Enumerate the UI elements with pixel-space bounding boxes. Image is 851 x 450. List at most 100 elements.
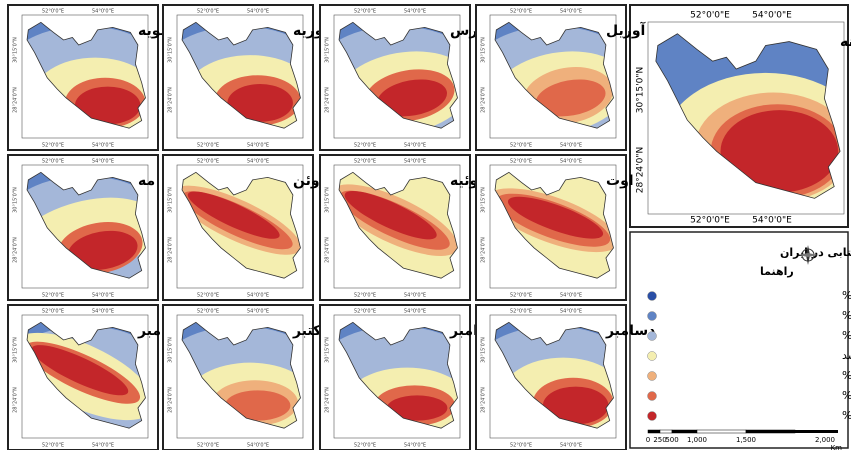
lon-label: 54°0'0"E <box>404 143 426 149</box>
legend-label: الگوی کم آفتاب در سطح ۹۹% <box>842 288 851 302</box>
legend-label: از نظر آماری معنادار نمی باشد <box>842 348 851 362</box>
lat-label: 30°15'0"N <box>13 187 19 213</box>
lon-label: 52°0'0"E <box>354 159 376 165</box>
legend-subtitle: راهنما <box>760 265 794 278</box>
lon-label: 52°0'0"E <box>354 293 376 299</box>
scale-label: 2,000 <box>815 436 835 444</box>
lon-label: 52°0'0"E <box>197 9 219 15</box>
lon-label: 52°0'0"E <box>510 9 532 15</box>
legend-swatch <box>648 312 657 321</box>
lon-label: 52°0'0"E <box>42 9 64 15</box>
lon-label: 54°0'0"E <box>752 216 792 226</box>
lon-label: 54°0'0"E <box>247 9 269 15</box>
lon-label: 54°0'0"E <box>247 159 269 165</box>
lon-label: 52°0'0"E <box>42 309 64 315</box>
legend-label: الگوی پر آفتاب در سطح ۹۹% <box>842 408 851 422</box>
lat-label: 30°15'0"N <box>168 37 174 63</box>
legend-label: الگوی کم آفتاب در سطح ۹۰% <box>842 328 851 342</box>
lon-label: 54°0'0"E <box>247 293 269 299</box>
lat-label: 28°24'0"N <box>13 237 19 263</box>
lat-label: 28°24'0"N <box>325 237 331 263</box>
lon-label: 52°0'0"E <box>510 143 532 149</box>
lon-label: 54°0'0"E <box>404 159 426 165</box>
lat-label: 30°15'0"N <box>481 37 487 63</box>
lon-label: 54°0'0"E <box>92 443 114 449</box>
lon-label: 52°0'0"E <box>42 159 64 165</box>
scale-label: 1,000 <box>687 436 707 444</box>
legend-swatch <box>648 372 657 381</box>
lon-label: 52°0'0"E <box>510 443 532 449</box>
lat-label: 30°15'0"N <box>13 37 19 63</box>
lon-label: 54°0'0"E <box>247 143 269 149</box>
lon-label: 52°0'0"E <box>42 143 64 149</box>
lon-label: 54°0'0"E <box>404 443 426 449</box>
lat-label: 28°24'0"N <box>325 387 331 413</box>
legend-swatch <box>648 412 657 421</box>
scale-label: 0 <box>646 436 650 444</box>
lon-label: 52°0'0"E <box>354 143 376 149</box>
lon-label: 54°0'0"E <box>92 309 114 315</box>
lon-label: 54°0'0"E <box>247 443 269 449</box>
lon-label: 52°0'0"E <box>197 159 219 165</box>
lon-label: 52°0'0"E <box>354 443 376 449</box>
lat-label: 28°24'0"N <box>325 87 331 113</box>
lat-label: 28°24'0"N <box>168 237 174 263</box>
lat-label: 30°15'0"N <box>636 67 646 113</box>
lon-label: 54°0'0"E <box>560 9 582 15</box>
legend-swatch <box>648 352 657 361</box>
lon-label: 52°0'0"E <box>197 293 219 299</box>
scale-label: 1,500 <box>736 436 756 444</box>
panel-title: اوت <box>606 173 634 189</box>
lat-label: 28°24'0"N <box>636 147 646 193</box>
figure: الگوهای آفتابی در ایران راهنما ژانویه52°… <box>0 0 851 450</box>
lat-label: 30°15'0"N <box>168 187 174 213</box>
lon-label: 54°0'0"E <box>92 159 114 165</box>
lon-label: 54°0'0"E <box>560 159 582 165</box>
lon-label: 52°0'0"E <box>690 216 730 226</box>
panel-title: آوریل <box>606 21 647 39</box>
lon-label: 52°0'0"E <box>510 159 532 165</box>
lon-label: 54°0'0"E <box>247 309 269 315</box>
lon-label: 54°0'0"E <box>92 143 114 149</box>
lat-label: 30°15'0"N <box>325 37 331 63</box>
lon-label: 52°0'0"E <box>197 143 219 149</box>
lon-label: 52°0'0"E <box>690 11 730 21</box>
lat-label: 28°24'0"N <box>13 387 19 413</box>
lon-label: 54°0'0"E <box>560 293 582 299</box>
lon-label: 52°0'0"E <box>510 293 532 299</box>
lon-label: 52°0'0"E <box>42 443 64 449</box>
legend-frame <box>630 232 848 448</box>
lon-label: 54°0'0"E <box>560 309 582 315</box>
lat-label: 30°15'0"N <box>325 337 331 363</box>
annual-title: میانگین سالانه <box>840 33 851 50</box>
lat-label: 30°15'0"N <box>481 337 487 363</box>
legend-swatch <box>648 392 657 401</box>
lon-label: 52°0'0"E <box>197 309 219 315</box>
legend-label: الگوی کم آفتاب در سطح ۹۵% <box>842 308 851 322</box>
lat-label: 30°15'0"N <box>481 187 487 213</box>
legend-swatch <box>648 292 657 301</box>
lon-label: 54°0'0"E <box>404 9 426 15</box>
legend-title: الگوهای آفتابی در ایران <box>780 245 851 259</box>
lon-label: 54°0'0"E <box>752 11 792 21</box>
scale-segment <box>746 430 795 433</box>
lon-label: 52°0'0"E <box>354 309 376 315</box>
lon-label: 52°0'0"E <box>354 9 376 15</box>
lon-label: 54°0'0"E <box>560 143 582 149</box>
lat-label: 28°24'0"N <box>481 387 487 413</box>
scale-label: 500 <box>665 436 678 444</box>
lon-label: 54°0'0"E <box>404 309 426 315</box>
scale-segment <box>648 430 660 433</box>
lon-label: 54°0'0"E <box>404 293 426 299</box>
scale-segment <box>697 430 746 433</box>
scale-segment <box>672 430 697 433</box>
lon-label: 52°0'0"E <box>197 443 219 449</box>
lat-label: 30°15'0"N <box>13 337 19 363</box>
lat-label: 28°24'0"N <box>168 387 174 413</box>
lat-label: 30°15'0"N <box>325 187 331 213</box>
lat-label: 28°24'0"N <box>13 87 19 113</box>
lon-label: 54°0'0"E <box>92 293 114 299</box>
lon-label: 54°0'0"E <box>92 9 114 15</box>
legend-label: الگوی پر آفتاب در سطح ۹۰% <box>842 368 851 382</box>
legend-label: الگوی پر آفتاب در سطح ۹۵% <box>842 388 851 402</box>
